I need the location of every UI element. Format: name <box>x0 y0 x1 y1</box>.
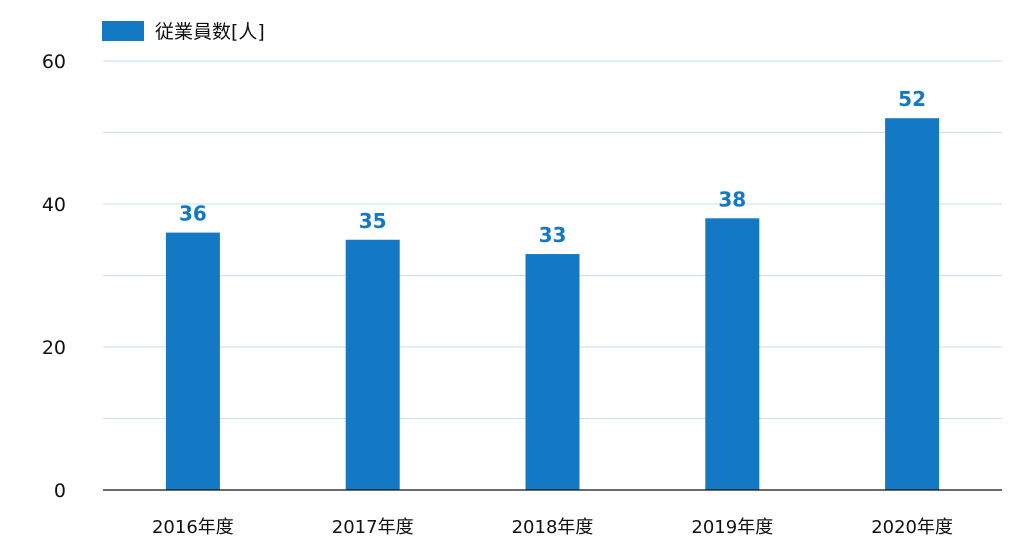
axes: 0 20 40 60 2016年度 2017年度 2018年度 2019年度 2020年度 <box>42 51 1002 538</box>
y-tick-label: 0 <box>54 480 66 502</box>
data-label: 35 <box>359 209 387 233</box>
x-tick-label: 2017年度 <box>332 517 414 538</box>
x-tick-label: 2019年度 <box>691 517 773 538</box>
legend: 従業員数[人] <box>102 21 265 43</box>
bar <box>525 254 580 490</box>
data-label: 38 <box>718 187 746 211</box>
data-label: 52 <box>898 87 926 111</box>
x-tick-label: 2020年度 <box>871 517 953 538</box>
legend-label: 従業員数[人] <box>155 21 265 43</box>
data-label: 36 <box>179 202 207 226</box>
x-tick-label: 2018年度 <box>512 517 594 538</box>
bar <box>885 118 940 490</box>
bars: 36 35 33 38 52 <box>165 87 940 491</box>
data-label: 33 <box>539 223 567 247</box>
bar <box>705 218 760 491</box>
x-tick-label: 2016年度 <box>152 517 234 538</box>
legend-swatch <box>102 21 144 41</box>
bar <box>165 232 220 490</box>
bar <box>345 239 400 490</box>
y-tick-label: 40 <box>42 194 66 216</box>
y-tick-label: 60 <box>42 51 66 73</box>
y-tick-label: 20 <box>42 337 66 359</box>
